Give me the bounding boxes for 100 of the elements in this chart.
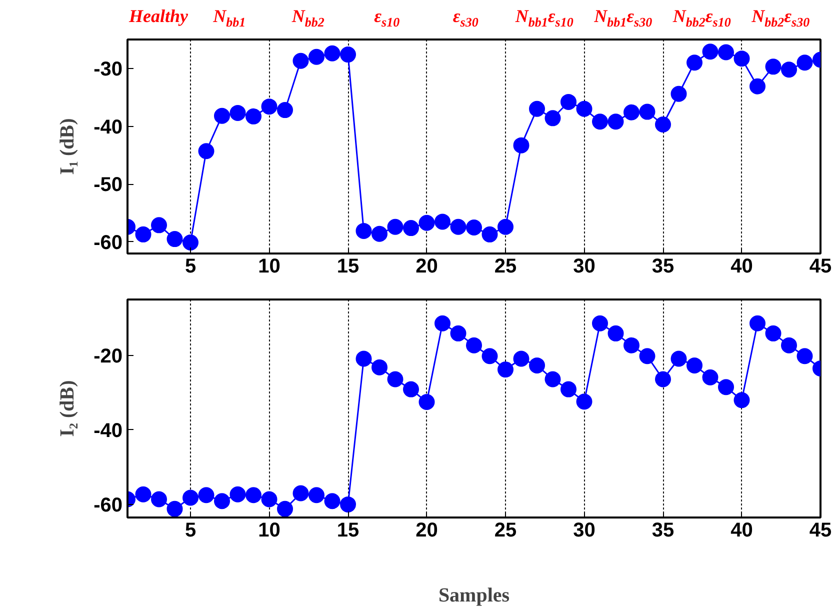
- y-tick-label: -40: [94, 420, 122, 442]
- point: [592, 114, 608, 130]
- point: [434, 214, 450, 230]
- point: [498, 218, 514, 235]
- point: [166, 500, 183, 517]
- point: [560, 381, 576, 398]
- point: [277, 102, 293, 118]
- y-tick-label: -40: [94, 116, 122, 138]
- point: [308, 48, 324, 65]
- x-tick-label: 35: [652, 256, 674, 278]
- point: [781, 62, 797, 78]
- y-axis-title: I₁ (dB): [56, 118, 79, 175]
- point: [560, 94, 576, 110]
- point: [529, 357, 545, 374]
- point: [734, 50, 750, 67]
- point: [734, 392, 750, 408]
- point: [166, 231, 183, 248]
- point: [151, 491, 167, 508]
- y-tick-label: -50: [94, 174, 122, 196]
- x-tick-label: 20: [416, 520, 438, 542]
- point: [765, 58, 782, 75]
- y-tick-label: -30: [94, 58, 122, 80]
- point: [151, 217, 167, 234]
- point: [356, 222, 372, 239]
- point: [198, 487, 214, 504]
- text: N$_{bb2}$: [292, 6, 324, 31]
- point: [796, 54, 813, 71]
- point: [182, 234, 198, 250]
- x-tick-label: 35: [652, 520, 674, 542]
- x-tick-label: 10: [258, 520, 280, 542]
- x-tick-label: 25: [494, 520, 517, 542]
- point: [356, 350, 372, 367]
- x-tick-label: 5: [184, 256, 196, 278]
- x-tick-label: 40: [730, 256, 753, 278]
- x-tick-label: 30: [573, 520, 596, 542]
- point: [639, 104, 656, 120]
- point: [750, 78, 766, 94]
- point: [750, 315, 766, 332]
- x-tick-label: 45: [809, 520, 832, 542]
- point: [796, 348, 813, 364]
- point: [434, 315, 450, 332]
- point: [135, 226, 152, 242]
- point: [718, 44, 734, 60]
- y-tick-label: -60: [94, 494, 122, 516]
- point: [246, 108, 262, 124]
- text: Healthy: [129, 6, 188, 27]
- point: [482, 348, 498, 364]
- point: [230, 486, 246, 502]
- point: [261, 491, 278, 508]
- text: N$_{bb1}$ε$_{s10}$: [515, 6, 574, 31]
- point: [292, 485, 309, 502]
- text: ε$_{s10}$: [374, 6, 400, 31]
- point: [513, 137, 530, 154]
- point: [292, 52, 309, 69]
- point: [340, 46, 356, 63]
- point: [324, 493, 340, 510]
- point: [498, 362, 514, 378]
- point: [592, 315, 608, 332]
- point: [686, 54, 702, 71]
- point: [182, 490, 198, 506]
- x-tick-label: 25: [494, 256, 517, 278]
- point: [450, 218, 466, 235]
- text: N$_{bb2}$ε$_{s30}$: [752, 6, 810, 31]
- point: [781, 337, 797, 354]
- point: [576, 100, 592, 117]
- point: [544, 371, 561, 388]
- point: [702, 369, 718, 386]
- point: [340, 496, 356, 512]
- point: [418, 214, 435, 231]
- x-tick-label: 30: [573, 256, 596, 278]
- point: [718, 379, 734, 396]
- point: [372, 359, 388, 376]
- point: [230, 104, 246, 121]
- y-axis-title: I₂ (dB): [56, 380, 79, 437]
- x-tick-label: 40: [730, 520, 753, 542]
- text: N$_{bb2}$ε$_{s10}$: [672, 6, 731, 31]
- point: [608, 325, 624, 342]
- point: [702, 44, 718, 60]
- point: [450, 325, 466, 342]
- point: [387, 371, 404, 388]
- point: [686, 357, 702, 374]
- text: N$_{bb1}$: [213, 6, 246, 31]
- point: [198, 143, 214, 160]
- point: [576, 394, 592, 410]
- x-tick-label: 45: [809, 256, 832, 278]
- point: [670, 350, 687, 367]
- x-tick-label: 5: [184, 520, 196, 542]
- point: [624, 104, 640, 120]
- point: [529, 100, 545, 117]
- point: [214, 493, 230, 510]
- point: [403, 220, 419, 236]
- x-tick-label: 15: [336, 256, 360, 278]
- point: [418, 394, 435, 410]
- point: [214, 108, 230, 124]
- text: ε$_{s30}$: [452, 6, 478, 31]
- point: [387, 218, 404, 235]
- point: [670, 86, 687, 102]
- point: [308, 487, 324, 504]
- point: [372, 226, 388, 242]
- point: [466, 219, 482, 236]
